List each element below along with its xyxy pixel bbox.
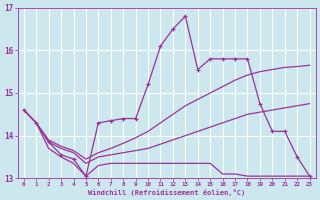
X-axis label: Windchill (Refroidissement éolien,°C): Windchill (Refroidissement éolien,°C) xyxy=(88,189,245,196)
